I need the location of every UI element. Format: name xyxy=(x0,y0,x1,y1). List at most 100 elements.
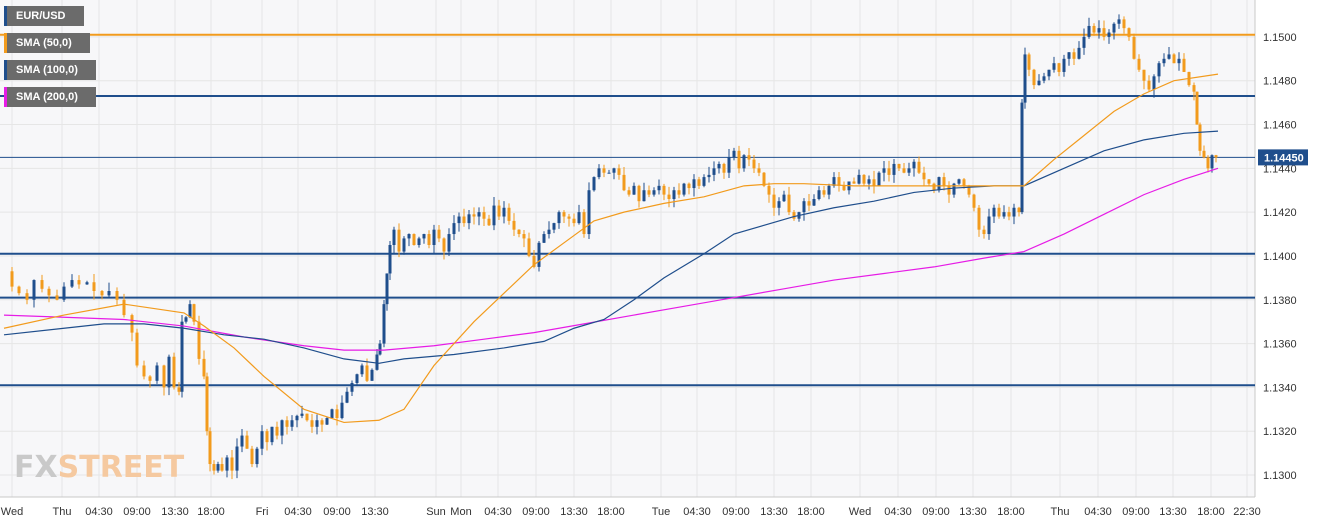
candle-body xyxy=(812,199,816,206)
y-tick-label: 1.1360 xyxy=(1263,339,1297,351)
x-tick-label: 18:00 xyxy=(797,506,825,518)
x-tick-label: 09:00 xyxy=(323,506,351,518)
candle-body xyxy=(862,174,866,184)
legend-swatch-sma50 xyxy=(4,33,7,53)
candle-body xyxy=(275,426,279,436)
candle-body xyxy=(85,282,89,285)
legend-label-sma200: SMA (200,0) xyxy=(16,91,78,103)
candle-body xyxy=(682,183,686,195)
legend-label-sma100: SMA (100,0) xyxy=(16,64,78,76)
candle-body xyxy=(40,280,44,289)
legend-swatch-sma200 xyxy=(4,87,7,107)
candle-body xyxy=(842,185,846,191)
candle-body xyxy=(1198,124,1202,151)
watermark-street: STREET xyxy=(57,450,185,485)
candle-body xyxy=(202,358,206,377)
candle-body xyxy=(782,194,786,202)
candle-body xyxy=(887,168,891,175)
candle-body xyxy=(392,229,396,245)
candle-body xyxy=(310,420,314,427)
candle-body xyxy=(1023,54,1027,103)
candle-body xyxy=(1037,80,1041,86)
candle-body xyxy=(1087,25,1091,37)
x-tick-label: 09:00 xyxy=(522,506,550,518)
candle-body xyxy=(832,177,836,186)
candle-body xyxy=(17,286,21,294)
candle-body xyxy=(637,185,641,202)
candle-body xyxy=(557,212,561,224)
candle-body xyxy=(932,183,936,191)
legend-item-sma100[interactable]: SMA (100,0) xyxy=(4,60,96,80)
candle-body xyxy=(1032,69,1036,86)
candle-body xyxy=(412,234,416,245)
candle-body xyxy=(762,172,766,186)
candle-body xyxy=(822,190,826,195)
candle-body xyxy=(567,216,571,219)
candle-body xyxy=(1007,212,1011,217)
candle-body xyxy=(592,177,596,191)
candle-body xyxy=(507,207,511,221)
candle-body xyxy=(422,234,426,239)
candle-body xyxy=(1206,157,1210,169)
candle-body xyxy=(992,207,996,217)
candle-body xyxy=(1132,36,1136,59)
x-tick-label: 18:00 xyxy=(1197,506,1225,518)
candle-body xyxy=(632,185,636,195)
x-tick-label: 09:00 xyxy=(722,506,750,518)
candle-body xyxy=(265,431,269,443)
legend-item-sma200[interactable]: SMA (200,0) xyxy=(4,87,96,107)
candle-body xyxy=(807,201,811,206)
candle-body xyxy=(188,304,192,318)
candle-body xyxy=(142,365,146,377)
candle-body xyxy=(752,159,756,169)
candle-body xyxy=(184,317,188,322)
candle-body xyxy=(702,177,706,186)
candle-body xyxy=(787,194,791,213)
candle-body xyxy=(527,238,531,256)
candle-body xyxy=(192,304,196,322)
candle-body xyxy=(350,383,354,392)
candle-body xyxy=(172,356,176,388)
candle-body xyxy=(205,376,209,432)
candle-body xyxy=(827,185,831,195)
candle-body xyxy=(1152,76,1156,90)
candle-body xyxy=(1195,91,1199,125)
candle-body xyxy=(385,273,389,305)
candle-body xyxy=(1157,63,1161,77)
candle-body xyxy=(437,229,441,239)
candle-body xyxy=(967,185,971,195)
candle-body xyxy=(837,177,841,186)
candle-body xyxy=(10,271,14,287)
candle-body xyxy=(212,464,216,471)
sma50-line xyxy=(3,73,1219,424)
candle-body xyxy=(477,212,481,217)
candle-body xyxy=(542,234,546,243)
candle-body xyxy=(792,212,796,219)
candle-body xyxy=(135,332,139,366)
candle-body xyxy=(325,418,329,425)
candle-body xyxy=(235,446,239,471)
candle-body xyxy=(497,205,501,217)
legend-item-sma50[interactable]: SMA (50,0) xyxy=(4,33,90,53)
candle-body xyxy=(1182,58,1186,72)
candle-body xyxy=(197,321,201,359)
candle-body xyxy=(717,163,721,169)
candle-body xyxy=(987,216,991,235)
x-tick-label: 04:30 xyxy=(1084,506,1112,518)
candle-body xyxy=(1047,69,1051,77)
candle-body xyxy=(897,163,901,169)
candle-body xyxy=(997,207,1001,217)
candle-body xyxy=(1117,19,1121,24)
candle-body xyxy=(47,288,51,296)
candle-body xyxy=(240,435,244,447)
y-tick-label: 1.1500 xyxy=(1263,32,1297,44)
candle-body xyxy=(622,174,626,191)
candle-body xyxy=(522,234,526,239)
candle-body xyxy=(280,420,284,436)
candle-body xyxy=(345,391,349,403)
legend-item-symbol[interactable]: EUR/USD xyxy=(4,6,84,26)
candle-body xyxy=(677,190,681,195)
candle-body xyxy=(902,168,906,173)
candle-body xyxy=(602,168,606,173)
